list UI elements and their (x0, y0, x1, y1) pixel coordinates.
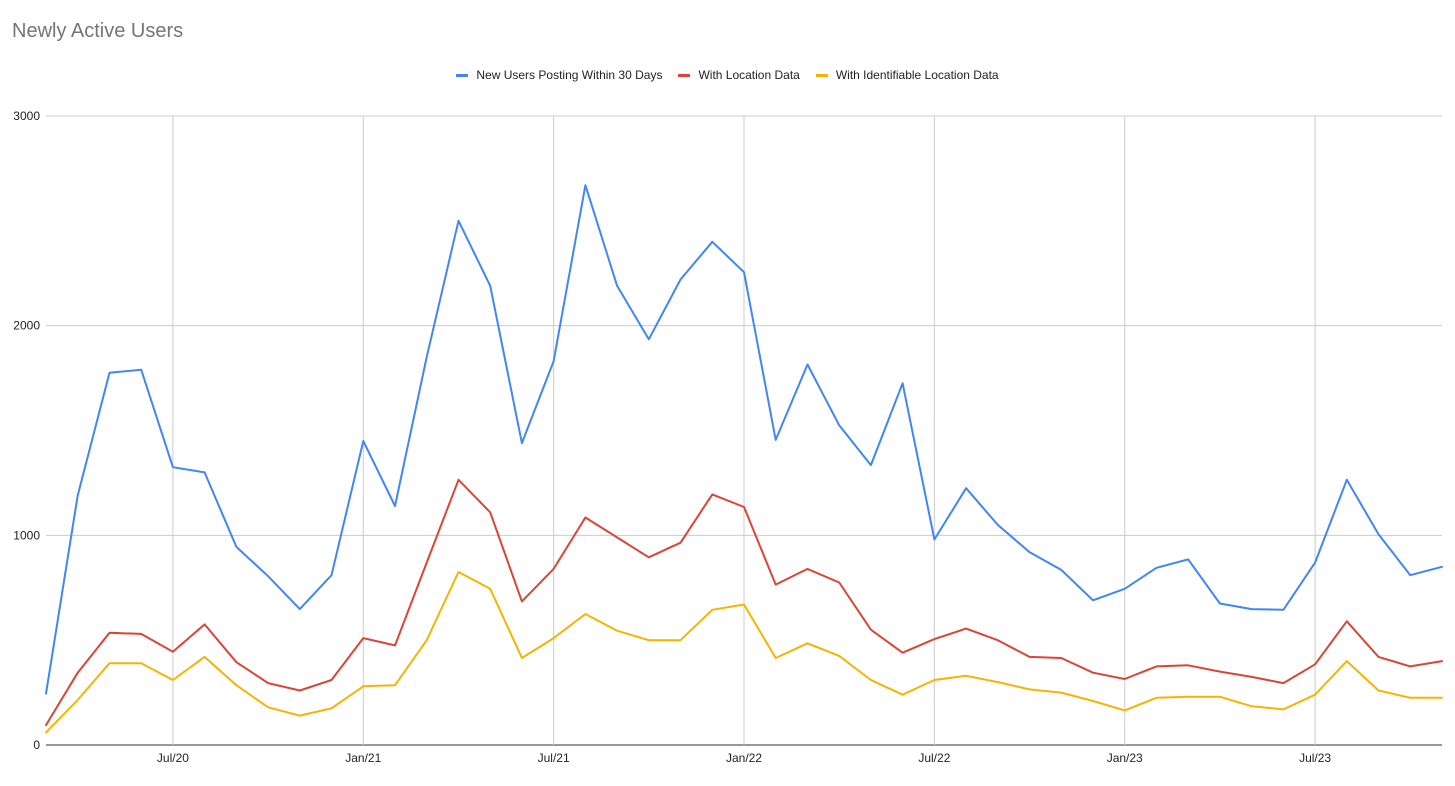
legend-item-series-2[interactable]: With Location Data (678, 68, 800, 82)
legend-swatch-yellow (815, 73, 828, 77)
y-tick-label: 1000 (13, 528, 40, 542)
legend-item-series-1[interactable]: New Users Posting Within 30 Days (456, 68, 662, 82)
y-tick-label: 3000 (13, 109, 40, 123)
legend-item-series-3[interactable]: With Identifiable Location Data (815, 68, 999, 82)
x-tick-label: Jul/20 (157, 751, 189, 765)
legend-swatch-red (678, 73, 691, 77)
x-tick-label: Jan/23 (1107, 751, 1143, 765)
legend: New Users Posting Within 30 Days With Lo… (0, 68, 1455, 82)
x-tick-label: Jul/21 (538, 751, 570, 765)
chart-title: Newly Active Users (12, 20, 184, 42)
x-tick-label: Jan/21 (345, 751, 381, 765)
legend-label: With Location Data (698, 68, 800, 82)
y-tick-label: 2000 (13, 319, 40, 333)
legend-swatch-blue (456, 73, 469, 77)
x-tick-label: Jul/23 (1299, 751, 1331, 765)
x-tick-label: Jan/22 (726, 751, 762, 765)
legend-label: With Identifiable Location Data (835, 68, 999, 82)
y-tick-label: 0 (33, 738, 40, 752)
legend-label: New Users Posting Within 30 Days (476, 68, 663, 82)
x-tick-label: Jul/22 (918, 751, 950, 765)
